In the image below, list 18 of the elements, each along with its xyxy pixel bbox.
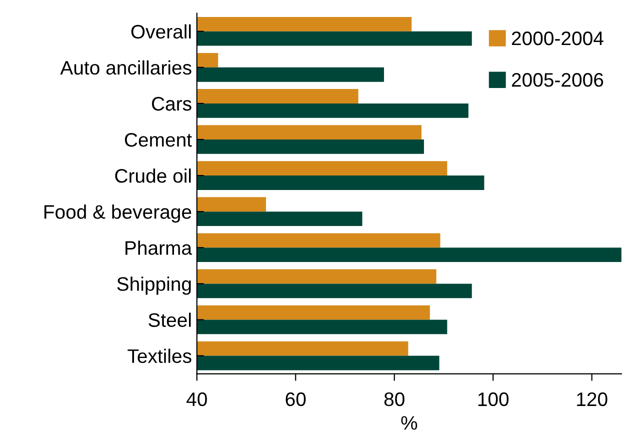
legend-label: 2005-2006 — [512, 73, 604, 87]
y-tick-label: Food & beverage — [44, 204, 192, 223]
x-tick-label: 40 — [186, 392, 207, 406]
y-tick-label: Overall — [131, 24, 191, 39]
x-tick-label: 80 — [384, 392, 404, 406]
y-tick-label: Crude oil — [115, 168, 191, 183]
y-tick-label: Auto ancillaries — [60, 60, 192, 75]
legend-label: 2000-2004 — [512, 31, 604, 46]
y-tick-label: Cement — [124, 132, 192, 147]
x-axis-title: % — [401, 416, 418, 430]
y-tick-label: Textiles — [128, 348, 192, 364]
x-tick-label: 60 — [286, 392, 306, 406]
y-tick-label: Steel — [148, 312, 191, 327]
y-tick-label: Shipping — [117, 276, 191, 295]
x-tick-label: 120 — [577, 392, 608, 406]
y-tick-label: Pharma — [126, 240, 192, 255]
y-tick-label: Cars — [152, 96, 192, 111]
x-tick-label: 100 — [478, 392, 509, 406]
